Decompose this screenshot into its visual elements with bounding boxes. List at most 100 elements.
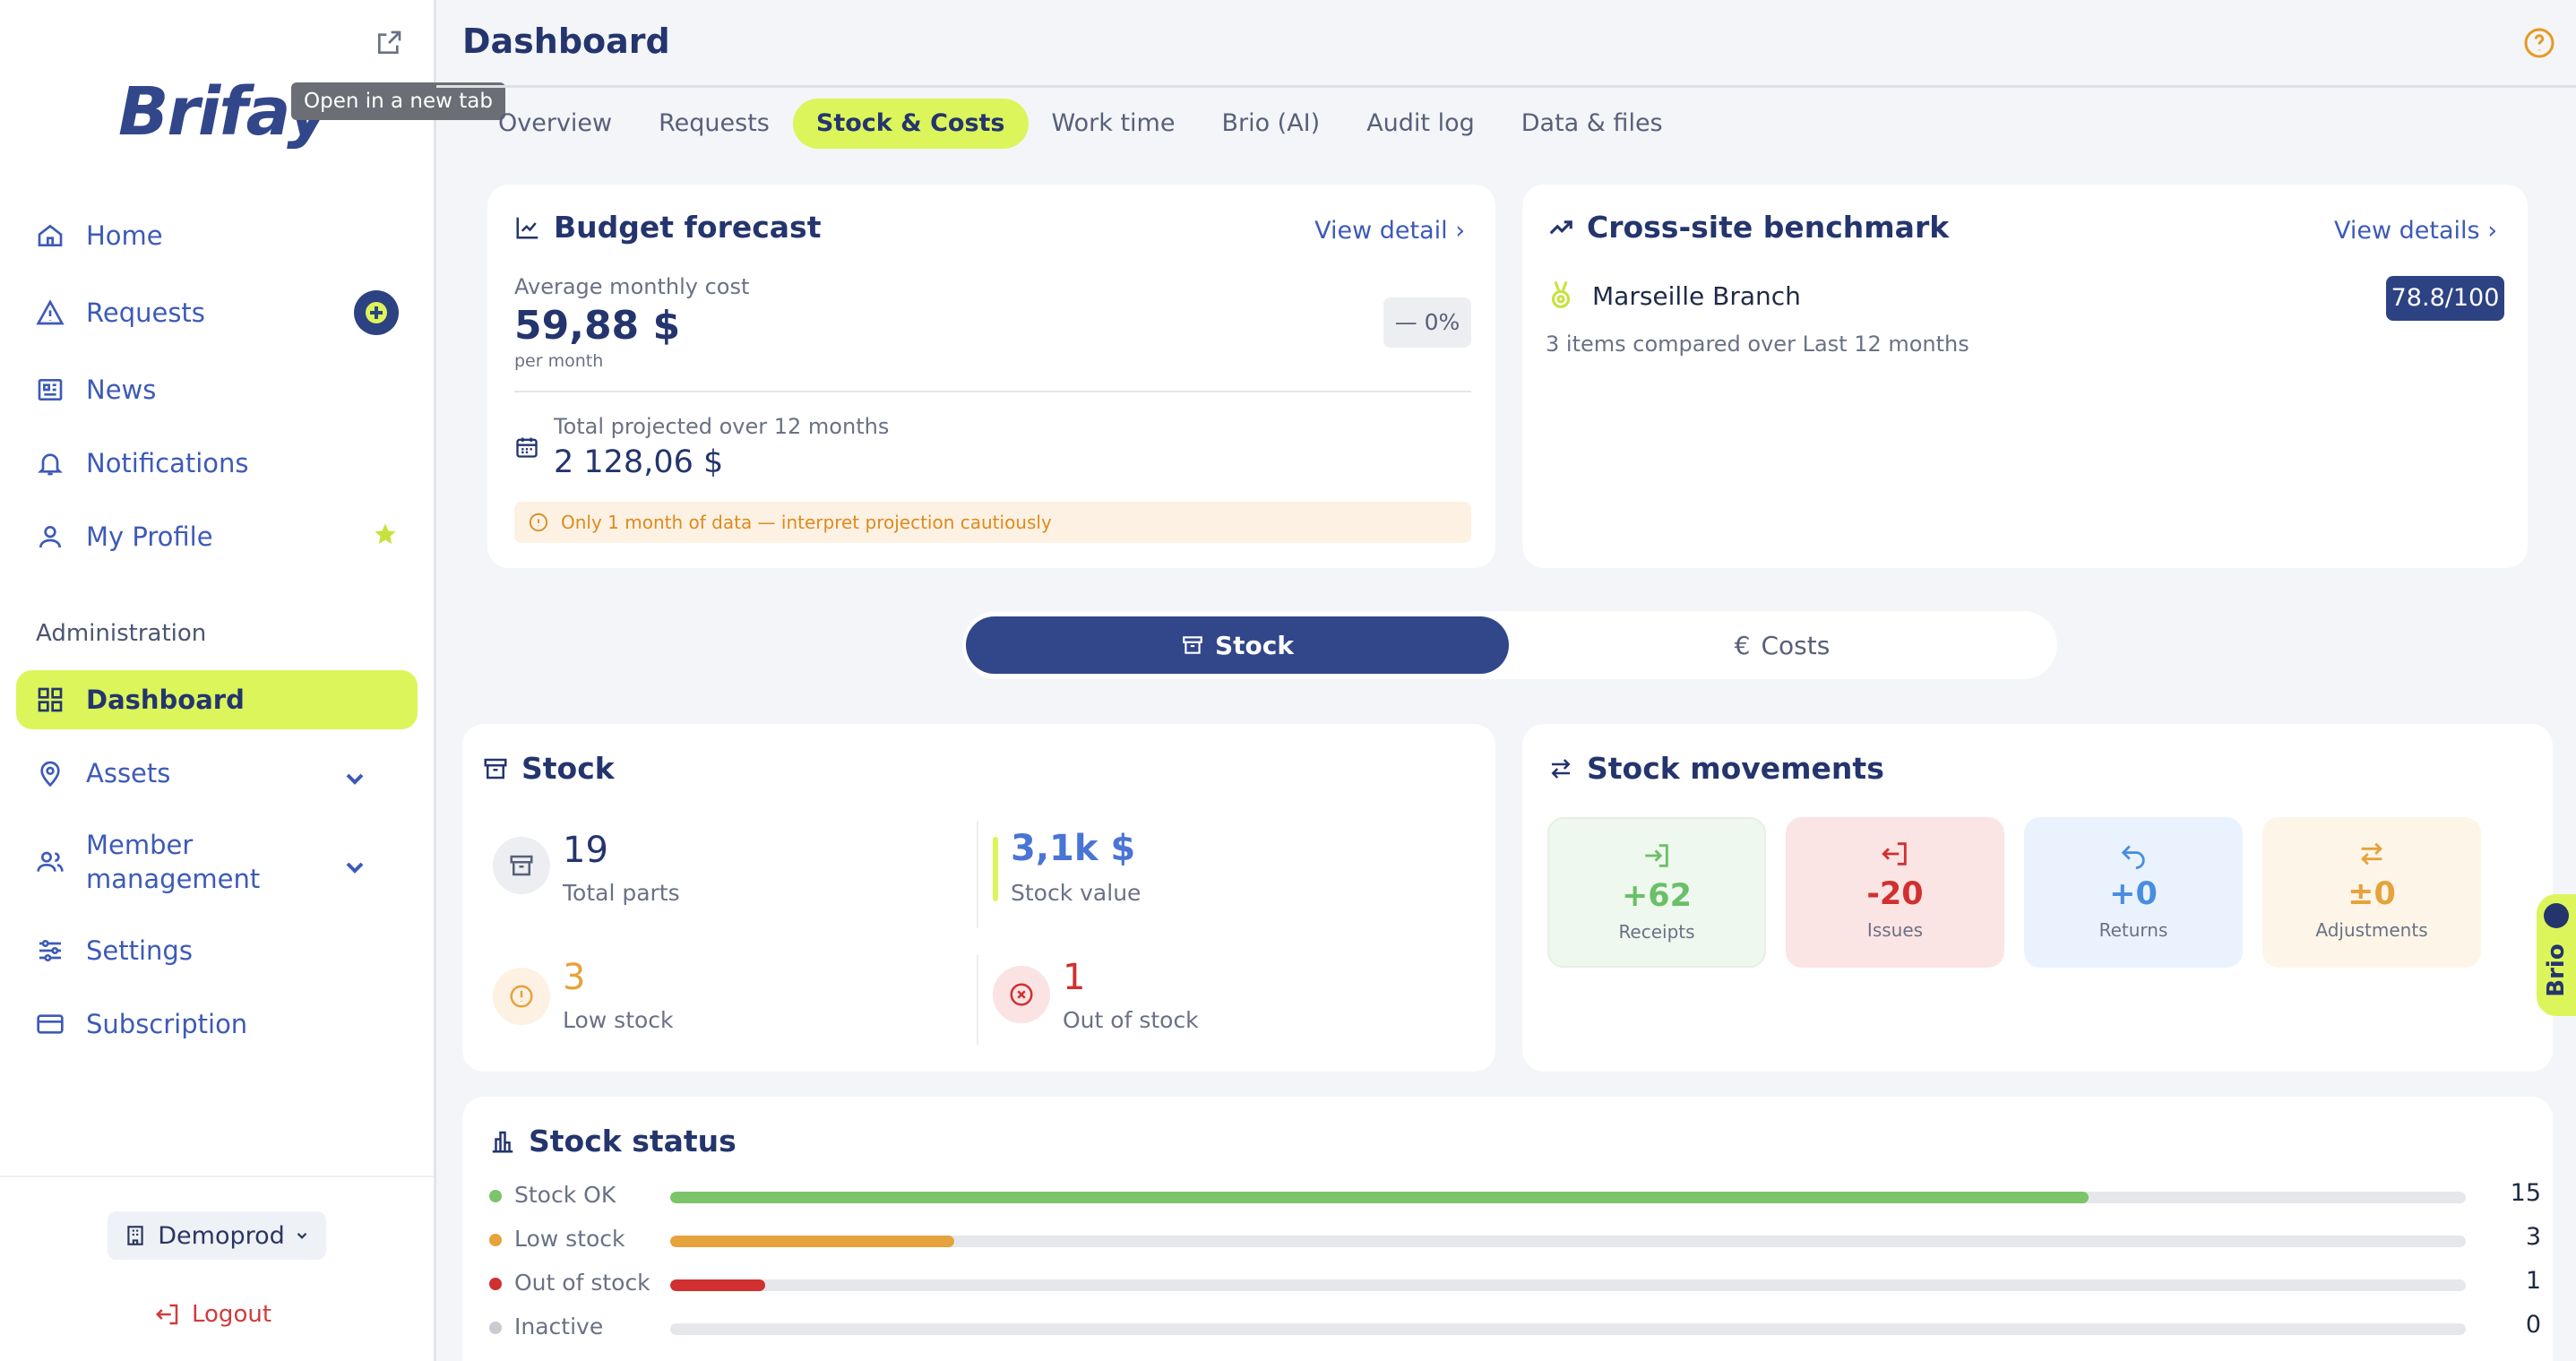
status-count: 1: [2525, 1267, 2541, 1295]
status-bar-fill: [670, 1236, 954, 1247]
tab-data-files[interactable]: Data & files: [1521, 109, 1663, 137]
sidebar-item-settings[interactable]: Settings: [16, 921, 418, 980]
euro-icon: €: [1734, 630, 1751, 660]
stock-title: Stock: [482, 751, 615, 786]
returns-tile[interactable]: +0 Returns: [2024, 817, 2243, 968]
x-circle-icon: [1010, 983, 1033, 1006]
status-bar-track: [670, 1236, 2466, 1247]
stat-divider: [977, 821, 978, 928]
sidebar-item-notifications[interactable]: Notifications: [16, 434, 418, 493]
swap-icon: [2361, 842, 2382, 866]
status-row: Inactive 0: [489, 1309, 2541, 1345]
adjustments-label: Adjustments: [2315, 919, 2428, 941]
issues-tile[interactable]: -20 Issues: [1786, 817, 2004, 968]
adjustments-tile[interactable]: ±0 Adjustments: [2262, 817, 2481, 968]
average-monthly-cost-value: 59,88 $: [514, 303, 681, 349]
medal-icon: [1551, 280, 1571, 308]
sidebar-item-label: Settings: [86, 935, 193, 966]
stock-movements-title-text: Stock movements: [1587, 751, 1884, 786]
out-of-stock-label: Out of stock: [1063, 1007, 1199, 1033]
adjustments-value: ±0: [2348, 876, 2396, 912]
sidebar-item-label: Assets: [86, 758, 171, 788]
sidebar-item-requests[interactable]: Requests: [16, 283, 418, 342]
tab-audit-log[interactable]: Audit log: [1366, 109, 1475, 137]
swap-icon: [1551, 758, 1571, 779]
sidebar-item-label: Subscription: [86, 1009, 248, 1039]
sidebar-item-label: Notifications: [86, 448, 249, 478]
sidebar-item-label: Member management: [86, 830, 261, 894]
help-icon[interactable]: [2523, 27, 2555, 59]
credit-card-icon: [37, 1014, 64, 1034]
budget-forecast-card: Budget forecast View detail › Average mo…: [487, 185, 1495, 568]
brio-icon: [2544, 903, 2569, 928]
stock-toggle-button[interactable]: Stock: [966, 616, 1509, 674]
brio-tab-label: Brio: [2543, 943, 2570, 997]
organization-select[interactable]: Demoprod: [108, 1211, 326, 1260]
receipts-tile[interactable]: +62 Receipts: [1547, 817, 1766, 968]
new-request-button[interactable]: [354, 290, 399, 335]
stock-status-title-text: Stock status: [529, 1124, 737, 1159]
location-pin-icon: [40, 761, 60, 788]
sidebar-item-subscription[interactable]: Subscription: [16, 995, 418, 1054]
brio-side-tab[interactable]: Brio: [2537, 894, 2576, 1016]
brifay-logo[interactable]: Brifay: [118, 73, 330, 151]
out-of-stock-badge: [993, 966, 1050, 1023]
costs-toggle-button[interactable]: € Costs: [1511, 616, 2054, 674]
building-icon: [127, 1226, 143, 1245]
open-new-tab-tooltip: Open in a new tab: [291, 82, 505, 120]
stock-value-label: Stock value: [1011, 880, 1142, 906]
sidebar-item-label: My Profile: [86, 521, 213, 552]
status-bar-track: [670, 1279, 2466, 1291]
returns-value: +0: [2109, 876, 2158, 912]
administration-heading: Administration: [36, 620, 207, 647]
star-icon: [375, 523, 396, 545]
sidebar-item-home[interactable]: Home: [16, 206, 418, 265]
grid-icon: [38, 687, 63, 712]
stock-costs-toggle: Stock € Costs: [962, 611, 2057, 679]
plus-icon: [366, 302, 387, 323]
sidebar-item-assets[interactable]: Assets: [16, 744, 418, 803]
page-title: Dashboard: [462, 22, 670, 61]
tab-overview[interactable]: Overview: [498, 109, 613, 137]
sidebar-divider: [0, 1176, 434, 1177]
budget-forecast-title: Budget forecast: [514, 210, 821, 245]
receipts-label: Receipts: [1618, 921, 1695, 943]
sidebar-item-label: Home: [86, 220, 163, 251]
bar-chart-icon: [492, 1131, 513, 1152]
view-detail-link[interactable]: View detail ›: [1314, 217, 1465, 245]
chevron-down-icon: [346, 773, 364, 785]
external-link-icon[interactable]: [375, 29, 403, 57]
chevron-down-icon: [346, 862, 364, 874]
tab-work-time[interactable]: Work time: [1051, 109, 1176, 137]
average-monthly-cost-label: Average monthly cost: [514, 274, 750, 299]
stat-divider: [977, 955, 978, 1045]
users-icon: [37, 851, 64, 872]
total-parts-value: 19: [563, 830, 608, 871]
sidebar-item-my-profile[interactable]: My Profile: [16, 507, 418, 566]
home-icon: [38, 224, 63, 246]
view-details-link[interactable]: View details ›: [2334, 217, 2497, 245]
sliders-icon: [39, 940, 61, 961]
status-bar-track: [670, 1192, 2466, 1203]
sidebar-item-dashboard[interactable]: Dashboard: [16, 670, 418, 729]
sidebar-item-member-management[interactable]: Member management: [16, 821, 418, 903]
per-month-label: per month: [514, 351, 604, 371]
stock-status-title: Stock status: [489, 1124, 737, 1159]
status-count: 0: [2525, 1311, 2541, 1339]
projected-total-label: Total projected over 12 months: [554, 414, 890, 439]
status-bar-fill: [670, 1279, 766, 1291]
status-label: Out of stock: [514, 1270, 650, 1296]
status-dot: [489, 1278, 502, 1290]
stock-toggle-label: Stock: [1214, 630, 1294, 660]
logout-button[interactable]: Logout: [154, 1301, 271, 1328]
projected-total-value: 2 128,06 $: [554, 444, 724, 480]
status-dot: [489, 1322, 502, 1334]
stock-movements-title: Stock movements: [1547, 751, 1884, 786]
tab-stock-costs[interactable]: Stock & Costs: [792, 99, 1029, 149]
returns-label: Returns: [2098, 919, 2168, 941]
tab-requests[interactable]: Requests: [659, 109, 770, 137]
budget-forecast-title-text: Budget forecast: [554, 210, 822, 245]
sidebar-item-label: News: [86, 375, 157, 405]
sidebar-item-news[interactable]: News: [16, 360, 418, 419]
tab-brio-ai[interactable]: Brio (AI): [1221, 109, 1321, 137]
